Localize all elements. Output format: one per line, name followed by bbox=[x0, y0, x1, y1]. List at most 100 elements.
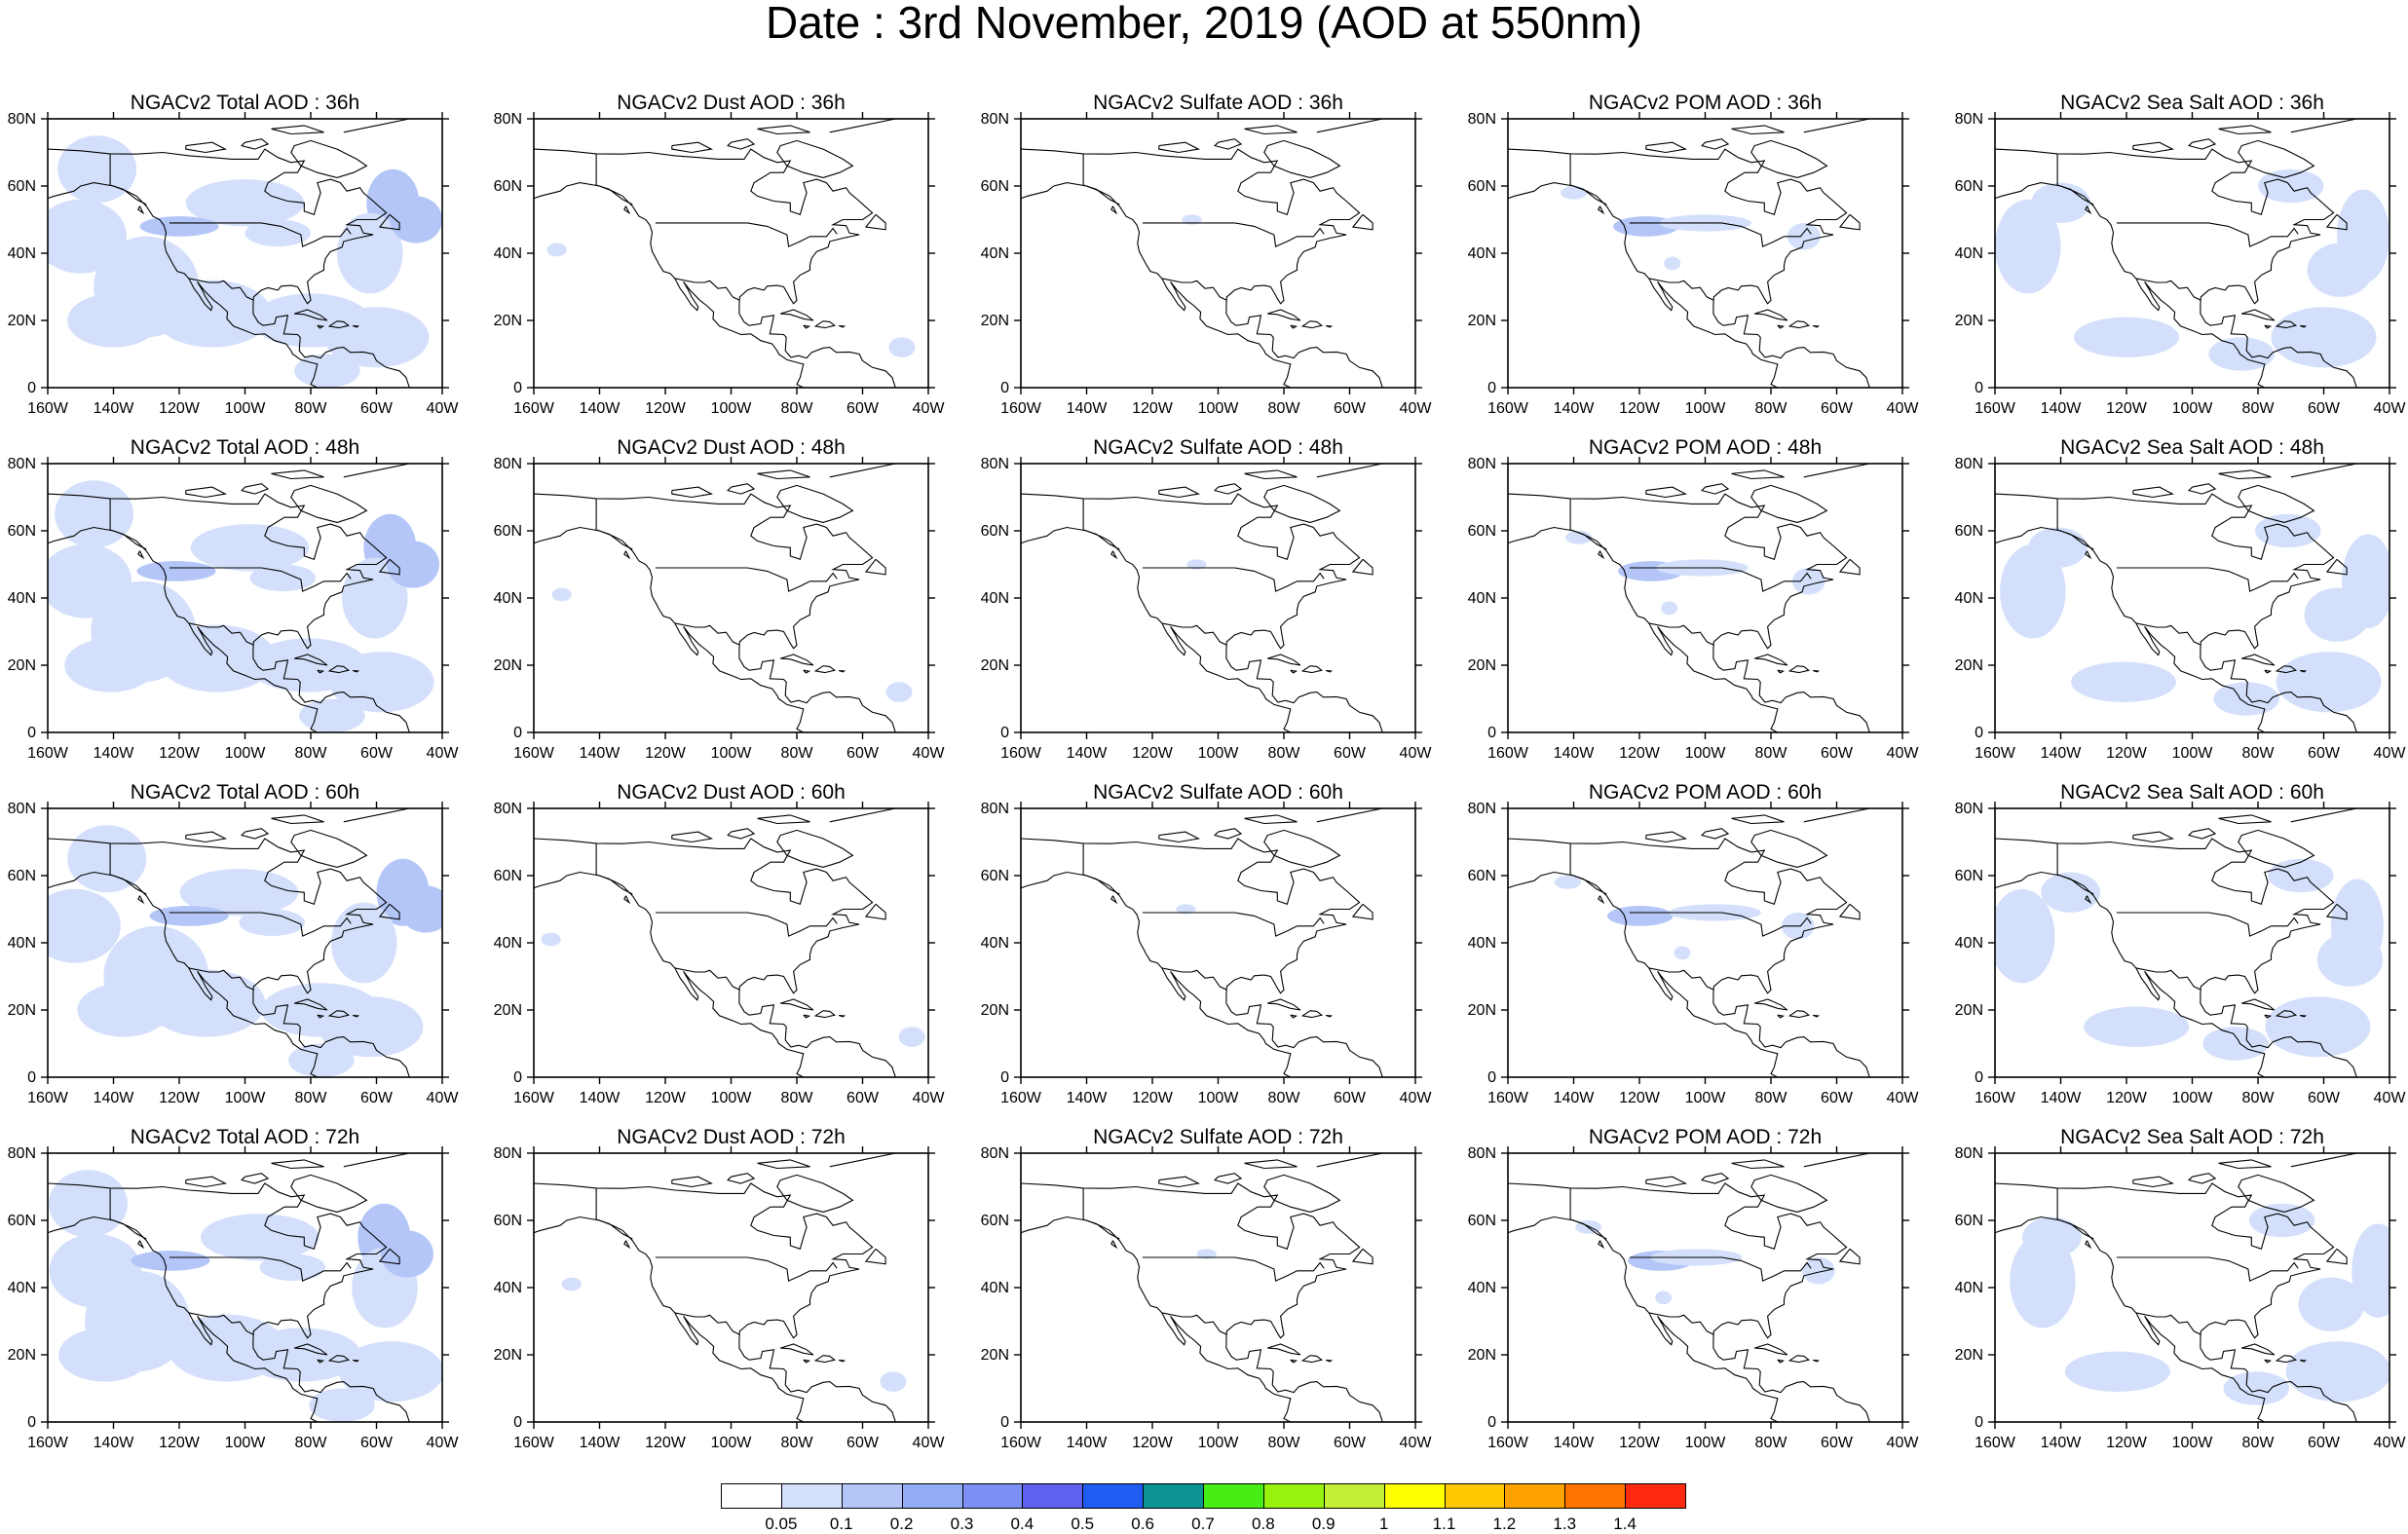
coastline bbox=[1731, 125, 1785, 135]
coastline bbox=[378, 213, 400, 231]
lon-tick-label: 40W bbox=[913, 1090, 946, 1106]
aod-shading bbox=[1575, 1220, 1835, 1305]
lon-tick-label: 100W bbox=[711, 1435, 753, 1451]
aod-shade bbox=[2276, 652, 2382, 713]
coastline bbox=[1813, 1014, 1821, 1018]
coastline bbox=[1731, 469, 1785, 480]
aod-shade bbox=[1182, 214, 1202, 225]
lon-tick-label: 120W bbox=[1619, 745, 1661, 762]
coastline bbox=[839, 1359, 847, 1363]
lon-tick-label: 60W bbox=[1334, 400, 1367, 417]
coastline bbox=[2238, 829, 2315, 868]
coastline bbox=[1508, 493, 1870, 732]
lon-tick-label: 100W bbox=[1685, 745, 1727, 762]
coastline bbox=[1750, 829, 1828, 868]
aod-shading bbox=[48, 480, 439, 732]
aod-shade bbox=[146, 969, 266, 1037]
aod-shade bbox=[243, 1328, 361, 1382]
lon-tick-label: 160W bbox=[513, 1090, 555, 1106]
coastline bbox=[1214, 1173, 1243, 1184]
coastline bbox=[1838, 213, 1861, 231]
colorbar: 0.05 0.1 0.2 0.3 0.4 0.5 0.6 0.7 0.8 0.9 1 1.1 1.2 1.… bbox=[721, 1483, 1686, 1533]
map-panel: 160W 140W 120W 100W 80W 60W 40W 0 20N 40N 60N 80N NG… bbox=[1955, 92, 2407, 417]
aod-shading bbox=[48, 825, 442, 1077]
lat-tick-label: 40N bbox=[1955, 1280, 1983, 1296]
coastline bbox=[2085, 895, 2092, 905]
lon-tick-label: 40W bbox=[1887, 400, 1920, 417]
coastline bbox=[241, 138, 270, 150]
coastline bbox=[2135, 967, 2201, 991]
lat-tick-label: 40N bbox=[8, 590, 36, 607]
colorbar-label: 0.3 bbox=[950, 1515, 974, 1533]
coastline bbox=[2240, 654, 2276, 666]
coastline bbox=[534, 493, 896, 732]
coastline bbox=[813, 665, 837, 674]
lat-tick-label: 60N bbox=[8, 523, 36, 540]
lon-tick-label: 140W bbox=[94, 745, 135, 762]
colorbar-swatch bbox=[1444, 1483, 1506, 1509]
lat-tick-label: 80N bbox=[8, 111, 36, 128]
lon-tick-label: 100W bbox=[1198, 1090, 1240, 1106]
colorbar-swatch bbox=[1504, 1483, 1566, 1509]
aod-shade bbox=[139, 216, 219, 237]
lat-tick-label: 60N bbox=[8, 868, 36, 884]
map-panel: 160W 140W 120W 100W 80W 60W 40W 0 20N 40N 60N 80N NG… bbox=[981, 436, 1433, 762]
aod-shade bbox=[2202, 1027, 2269, 1061]
colorbar-swatch bbox=[1022, 1483, 1084, 1509]
coastline bbox=[1110, 550, 1118, 560]
lon-tick-label: 80W bbox=[781, 400, 814, 417]
coastline bbox=[2300, 1359, 2308, 1363]
lon-tick-label: 80W bbox=[1268, 400, 1301, 417]
lat-tick-label: 40N bbox=[1955, 245, 1983, 262]
coastline bbox=[779, 998, 814, 1011]
lon-tick-label: 160W bbox=[1975, 745, 2016, 762]
lon-tick-label: 60W bbox=[360, 1090, 394, 1106]
coastline bbox=[727, 483, 756, 495]
lon-tick-label: 40W bbox=[1400, 1090, 1433, 1106]
aod-shade bbox=[386, 541, 439, 588]
coastline bbox=[1787, 1010, 1811, 1019]
lon-tick-label: 140W bbox=[1554, 1090, 1596, 1106]
lat-tick-label: 60N bbox=[981, 523, 1009, 540]
coastline bbox=[1750, 1174, 1828, 1213]
lat-tick-label: 20N bbox=[1468, 1002, 1496, 1019]
aod-shade bbox=[2028, 527, 2088, 568]
coastline bbox=[1110, 1240, 1118, 1250]
aod-shade bbox=[245, 219, 311, 247]
lat-tick-label: 0 bbox=[1487, 725, 1496, 741]
coastline bbox=[2290, 464, 2357, 478]
aod-shading bbox=[1196, 1249, 1217, 1259]
lat-tick-label: 0 bbox=[1000, 725, 1009, 741]
colorbar-label: 0.7 bbox=[1191, 1515, 1215, 1533]
coastline bbox=[1326, 324, 1334, 328]
coastline bbox=[2218, 814, 2272, 825]
panel-title: NGACv2 Dust AOD : 72h bbox=[617, 1126, 846, 1148]
coastline bbox=[1214, 483, 1243, 495]
coastline bbox=[1645, 1176, 1688, 1188]
lat-tick-label: 20N bbox=[1955, 657, 1983, 674]
coastline bbox=[2135, 278, 2201, 301]
lon-tick-label: 60W bbox=[1821, 1435, 1854, 1451]
lon-tick-label: 120W bbox=[2106, 745, 2148, 762]
aod-shade bbox=[1664, 256, 1681, 271]
coastline bbox=[757, 125, 810, 135]
lat-tick-label: 0 bbox=[513, 1414, 522, 1431]
lon-tick-label: 120W bbox=[1132, 1090, 1174, 1106]
map-panel: 160W 140W 120W 100W 80W 60W 40W 0 20N 40N 60N 80N NG… bbox=[1468, 781, 1920, 1106]
colorbar-swatch bbox=[1082, 1483, 1145, 1509]
coastline bbox=[1082, 842, 1120, 895]
lat-tick-label: 20N bbox=[8, 313, 36, 329]
coastline bbox=[1266, 654, 1301, 666]
lat-tick-label: 0 bbox=[513, 380, 522, 396]
coastline bbox=[2240, 309, 2276, 321]
coastline bbox=[2056, 498, 2094, 550]
lon-tick-label: 100W bbox=[225, 1435, 267, 1451]
coastline bbox=[2218, 125, 2272, 135]
coastline bbox=[378, 1248, 400, 1265]
aod-shade bbox=[2271, 307, 2377, 368]
coastline bbox=[317, 1014, 325, 1019]
coastline bbox=[1263, 829, 1341, 868]
coastline bbox=[1648, 967, 1714, 991]
colorbar-swatch bbox=[780, 1483, 843, 1509]
aod-shade bbox=[2285, 1341, 2389, 1403]
